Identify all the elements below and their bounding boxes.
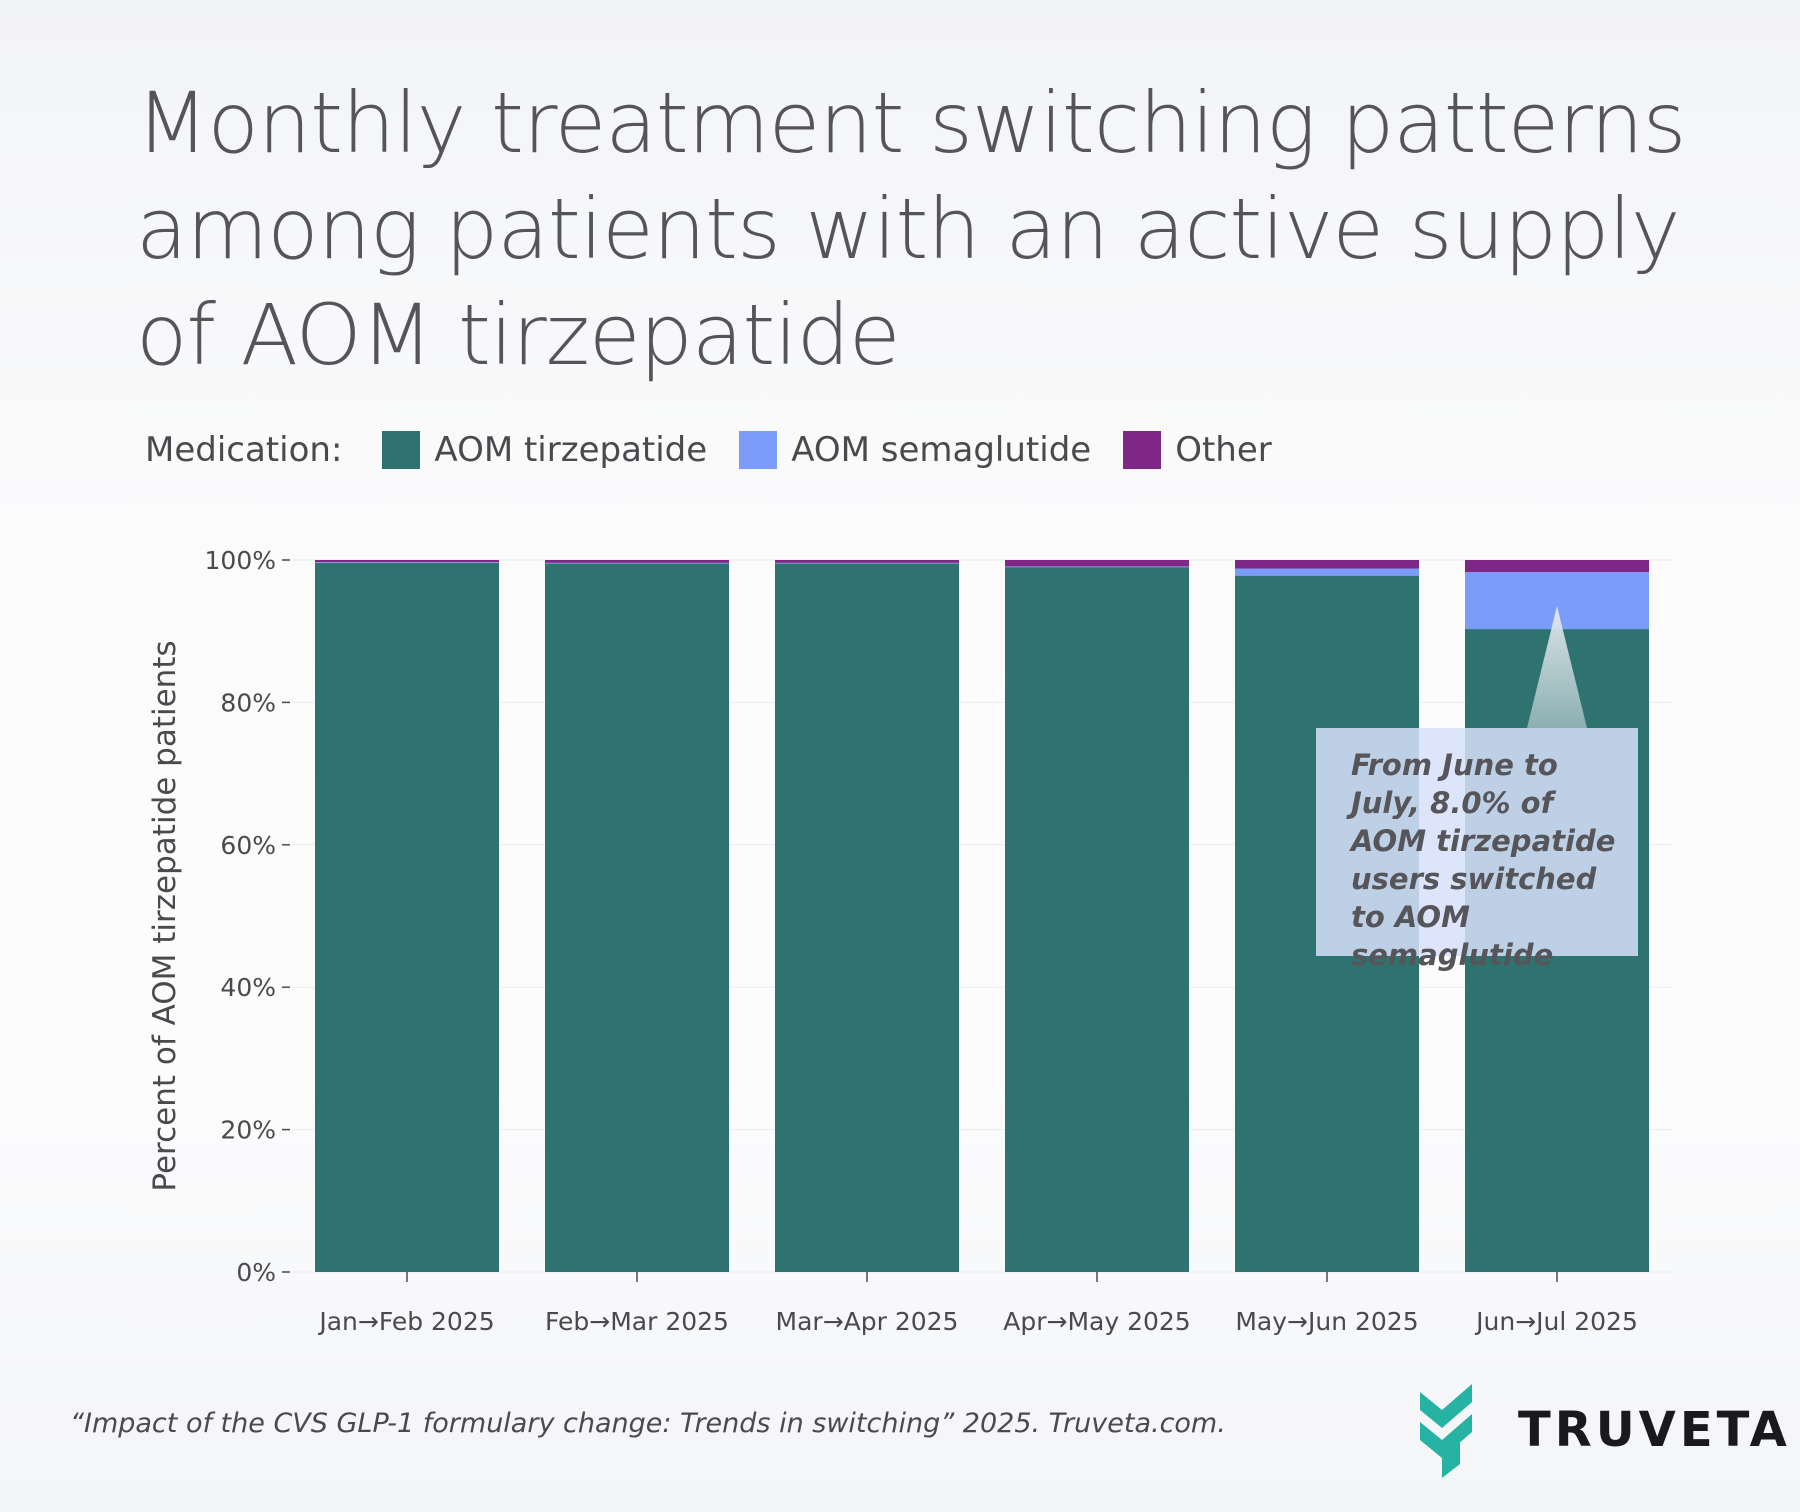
x-tick-label: Jun→Jul 2025 xyxy=(1474,1307,1638,1336)
legend-label: AOM semaglutide xyxy=(791,430,1092,470)
x-tick-label: Mar→Apr 2025 xyxy=(776,1307,959,1336)
annotation-arrow xyxy=(1527,606,1587,728)
legend-label: Other xyxy=(1175,430,1272,470)
y-tick-label: 20% xyxy=(220,1116,276,1145)
x-tick-label: May→Jun 2025 xyxy=(1235,1307,1418,1336)
legend: Medication: AOM tirzepatide AOM semaglut… xyxy=(145,422,1304,478)
bar-segment xyxy=(775,562,959,564)
y-tick-label: 40% xyxy=(220,973,276,1002)
source-citation: “Impact of the CVS GLP-1 formulary chang… xyxy=(70,1408,1226,1439)
y-tick-label: 80% xyxy=(220,688,276,717)
legend-swatch xyxy=(739,431,778,469)
legend-label: AOM tirzepatide xyxy=(434,430,708,470)
bar-segment xyxy=(545,562,729,564)
y-tick-label: 100% xyxy=(205,546,276,575)
logo-wordmark: TRUVETA xyxy=(1518,1402,1791,1458)
y-axis-title: Percent of AOM tirzepatide patients xyxy=(147,640,183,1191)
bar-segment xyxy=(315,562,499,1272)
x-tick-label: Jan→Feb 2025 xyxy=(317,1307,494,1336)
chart-title: Monthly treatment switching patterns amo… xyxy=(136,74,1686,384)
bar-segment xyxy=(775,563,959,1272)
bar-segment xyxy=(315,560,499,563)
truveta-logo: TRUVETA xyxy=(1420,1380,1791,1480)
y-tick-label: 60% xyxy=(220,831,276,860)
bar-segment xyxy=(545,560,729,563)
legend-title: Medication: xyxy=(145,430,343,470)
legend-swatch xyxy=(1123,431,1162,469)
truveta-logo-mark-icon xyxy=(1420,1384,1472,1478)
bar-segment xyxy=(1005,567,1189,1272)
legend-item-aom-tirzepatide: AOM tirzepatide xyxy=(382,430,707,470)
x-tick-label: Apr→May 2025 xyxy=(1003,1307,1190,1336)
bar-segment xyxy=(775,560,959,563)
bar-segment xyxy=(1465,560,1649,573)
legend-item-aom-semaglutide: AOM semaglutide xyxy=(739,430,1091,470)
bar-segment xyxy=(315,562,499,563)
y-tick-label: 0% xyxy=(236,1258,276,1287)
bar-segment xyxy=(545,563,729,1272)
bar-segment xyxy=(1235,568,1419,576)
legend-swatch xyxy=(382,431,421,469)
x-tick-label: Feb→Mar 2025 xyxy=(545,1307,729,1336)
bar-segment xyxy=(1005,566,1189,568)
bar-segment xyxy=(1235,560,1419,569)
legend-item-other: Other xyxy=(1123,430,1272,470)
bar-segment xyxy=(1005,560,1189,567)
annotation-callout: From June to July, 8.0% of AOM tirzepati… xyxy=(1316,728,1638,972)
